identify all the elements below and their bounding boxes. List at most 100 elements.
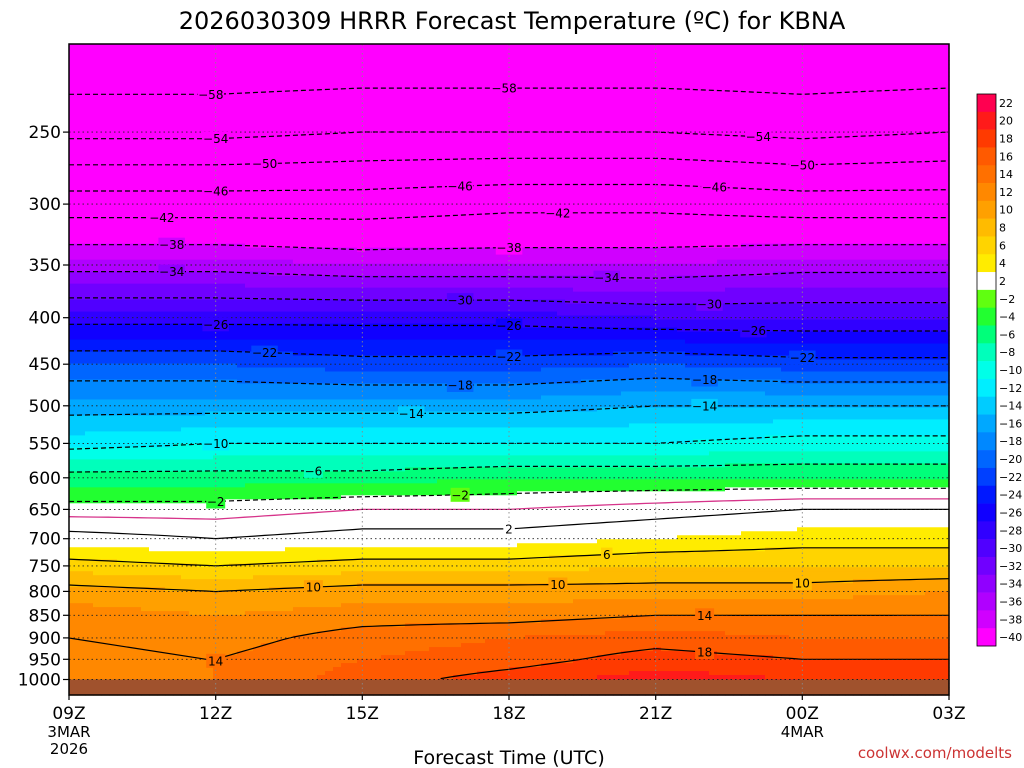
isotherm-label-bg	[701, 180, 728, 195]
pressure-tick-label: 250	[29, 123, 61, 143]
isotherm-label: −46	[447, 180, 472, 194]
isotherm-label: −58	[491, 82, 516, 96]
colorbar-label: −2	[999, 293, 1015, 306]
isotherm-label: −58	[198, 88, 223, 102]
isotherm-label: −46	[203, 185, 228, 199]
time-year-label: 2026	[50, 740, 88, 758]
isotherm-label-bg	[740, 323, 767, 338]
isotherm-label-bg	[696, 296, 723, 311]
isotherm-label: −22	[496, 350, 521, 364]
colorbar-swatch	[977, 574, 996, 593]
isotherm-label-bg	[197, 87, 224, 102]
isotherm-label: −14	[399, 407, 424, 421]
colorbar-label: −34	[999, 578, 1022, 591]
colorbar-label: 8	[999, 222, 1006, 235]
isotherm-label-bg	[544, 205, 572, 220]
isotherm-label: −26	[741, 324, 766, 338]
colorbar-swatch	[977, 628, 996, 647]
time-tick-label: 21Z	[639, 704, 672, 724]
isotherm-label-bg	[495, 318, 523, 333]
colorbar-label: 22	[999, 97, 1013, 110]
isotherm-label-bg	[691, 372, 718, 387]
colorbar-swatch	[977, 129, 996, 148]
isotherm-label-bg	[789, 157, 816, 172]
pressure-tick-label: 350	[29, 256, 61, 276]
colorbar-swatch	[977, 378, 996, 398]
isotherm-line	[69, 157, 950, 166]
colorbar-swatch	[977, 610, 996, 629]
isotherm-line	[69, 377, 949, 386]
colorbar-label: −22	[999, 471, 1022, 484]
chart-title: 2026030309 HRRR Forecast Temperature (ºC…	[179, 7, 846, 35]
isotherm-label: −6	[305, 464, 323, 478]
isotherm-label-bg	[158, 264, 185, 279]
isotherm-label-bg	[206, 653, 226, 668]
colorbar-label: −32	[999, 560, 1022, 573]
colorbar-label: −16	[999, 417, 1022, 430]
isotherm-label-bg	[490, 81, 518, 96]
isotherm-label: 14	[697, 609, 712, 623]
colorbar-swatch	[977, 289, 996, 308]
isotherm-label: −26	[203, 318, 228, 332]
colorbar: 22 20 18 16 14 12 10 8 6 4 2 −2 −4 −6 −8 −10 −12 −14 −16 −1…	[976, 93, 1022, 647]
colorbar-swatch	[977, 325, 996, 344]
pressure-tick-label: 400	[29, 309, 61, 329]
colorbar-swatch	[977, 467, 996, 487]
x-axis-label: Forecast Time (UTC)	[413, 747, 604, 768]
colorbar-label: 20	[999, 115, 1013, 128]
isotherm-label-bg	[695, 608, 715, 623]
pressure-tick-label: 500	[29, 397, 61, 417]
colorbar-label: 4	[999, 257, 1006, 270]
isotherm-label-bg	[202, 317, 229, 332]
colorbar-swatch	[977, 485, 996, 504]
isotherm-label-bg	[202, 436, 229, 451]
isotherm-label: −38	[496, 241, 521, 255]
isotherm-label: −34	[594, 271, 619, 285]
isotherm-label: −22	[252, 346, 277, 360]
pressure-tick-label: 850	[29, 606, 61, 626]
colorbar-label: −10	[999, 364, 1022, 377]
time-date-label: 3MAR	[47, 723, 90, 741]
colorbar-swatch	[977, 414, 996, 433]
isotherm-label-bg	[495, 240, 523, 255]
isotherm-label: −54	[203, 132, 228, 146]
colorbar-swatch	[977, 450, 996, 469]
pressure-tick-label: 750	[29, 557, 61, 577]
isotherm-label-bg	[446, 179, 474, 194]
colorbar-swatch	[977, 236, 996, 255]
colorbar-label: −38	[999, 613, 1022, 626]
time-tick-label: 00Z	[786, 704, 819, 724]
isotherm-line	[69, 297, 949, 306]
isotherm-label-bg	[695, 645, 715, 660]
pressure-tick-label: 950	[29, 650, 61, 670]
isotherm-labels: −58 −58 −54 −54 −50 −50 −46 −46 −46 −42 −42 −38 −38 −…	[148, 81, 816, 668]
isotherm-label-bg	[446, 293, 474, 308]
pressure-tick-label: 550	[29, 434, 61, 454]
isotherm-label-bg	[251, 156, 278, 171]
colorbar-frame	[976, 93, 997, 647]
isotherm-label-bg	[593, 270, 620, 285]
isotherm-label-bg	[148, 210, 176, 225]
colorbar-label: 18	[999, 133, 1013, 146]
colorbar-swatch	[977, 556, 996, 576]
colorbar-label: −18	[999, 435, 1022, 448]
isotherm-label-bg	[601, 547, 613, 562]
isotherm-label: −18	[692, 373, 717, 387]
isotherm-label: 10	[306, 581, 321, 595]
pressure-tick-label: 650	[29, 500, 61, 520]
isotherm-label: −26	[496, 319, 521, 333]
temperature-fill	[69, 44, 950, 696]
colorbar-label: −14	[999, 400, 1022, 413]
isotherm-label-bg	[202, 184, 229, 198]
isotherm-label-bg	[792, 575, 812, 590]
colorbar-swatch	[977, 254, 996, 273]
colorbar-label: 14	[999, 168, 1013, 181]
colorbar-swatch	[977, 200, 996, 219]
colorbar-label: 12	[999, 186, 1013, 199]
isotherm-label-bg	[398, 406, 425, 421]
colorbar-label: −26	[999, 507, 1022, 520]
time-tick-label: 15Z	[346, 704, 379, 724]
colorbar-label: 10	[999, 204, 1013, 217]
below-ground-band	[69, 679, 949, 695]
